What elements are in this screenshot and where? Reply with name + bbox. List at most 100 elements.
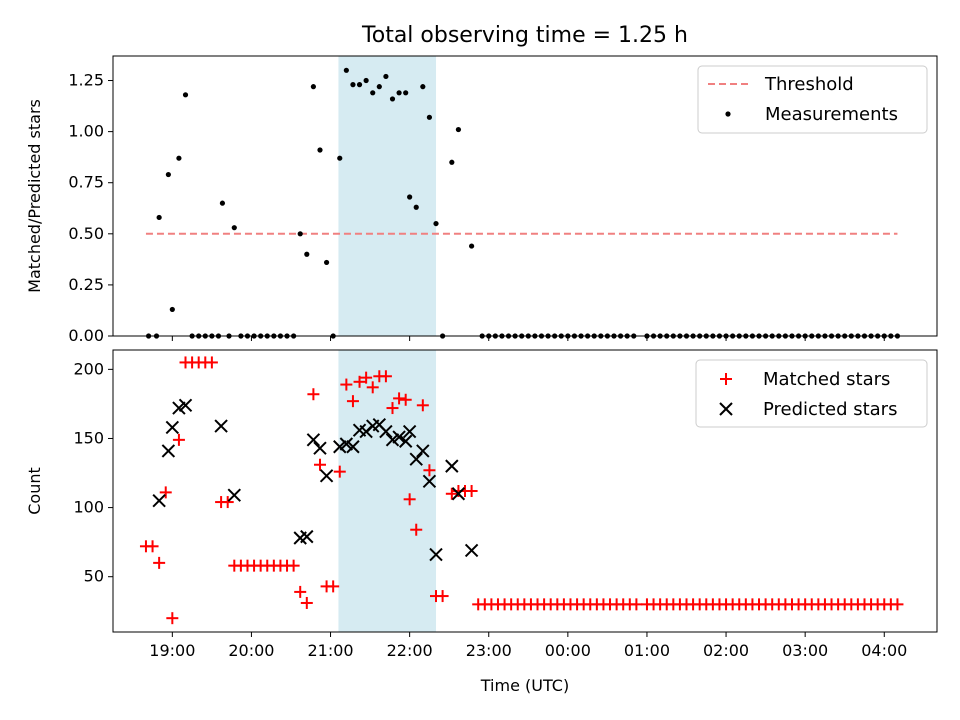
matched-point xyxy=(436,590,449,603)
legend-predicted-label: Predicted stars xyxy=(763,399,897,420)
predicted-point xyxy=(398,434,413,448)
y-tick-label: 0.25 xyxy=(68,275,104,294)
measurement-point xyxy=(426,114,433,120)
count-y-ticks: 50 100 150 200 xyxy=(73,359,113,586)
matched-point xyxy=(327,580,340,593)
measurement-point xyxy=(449,159,455,165)
x-tick-label: 20:00 xyxy=(228,641,274,660)
x-tick-label: 22:00 xyxy=(387,641,433,660)
measurement-point xyxy=(182,92,189,98)
measurement-point xyxy=(310,84,316,90)
measurement-point xyxy=(337,155,343,161)
predicted-point xyxy=(165,420,180,435)
count-series xyxy=(139,356,904,625)
legend-threshold-label: Threshold xyxy=(764,74,854,95)
x-tick-label: 23:00 xyxy=(466,641,512,660)
matched-point xyxy=(146,540,159,553)
measurement-point xyxy=(407,194,413,200)
measurement-point xyxy=(389,96,396,102)
x-tick-label: 04:00 xyxy=(861,641,907,660)
ratio-legend-box xyxy=(697,65,928,134)
matched-point xyxy=(300,596,313,609)
y-tick-label: 150 xyxy=(73,428,104,447)
matched-point xyxy=(386,402,399,415)
matched-point xyxy=(333,465,346,478)
measurement-point xyxy=(413,204,419,210)
x-axis-label: Time (UTC) xyxy=(480,676,569,695)
x-tick-label: 02:00 xyxy=(703,641,749,660)
measurement-point xyxy=(165,171,171,178)
measurement-point xyxy=(376,84,382,90)
matched-point xyxy=(465,485,478,497)
measurement-point xyxy=(317,147,323,153)
matched-point xyxy=(172,433,185,446)
matched-point xyxy=(205,356,218,369)
matched-point xyxy=(423,464,436,477)
matched-point xyxy=(313,458,326,471)
observing-window-span xyxy=(338,56,437,336)
matched-point xyxy=(630,598,643,611)
y-tick-label: 0.00 xyxy=(68,326,104,345)
chart-title: Total observing time = 1.25 h xyxy=(361,23,688,48)
y-tick-label: 200 xyxy=(73,359,104,378)
measurement-point xyxy=(396,90,402,96)
matched-point xyxy=(221,496,234,509)
predicted-point xyxy=(464,543,479,558)
measurement-point xyxy=(169,306,175,313)
predicted-point xyxy=(319,469,334,483)
matched-point xyxy=(294,585,307,598)
count-panel-frame xyxy=(112,349,938,633)
y-tick-label: 1.00 xyxy=(68,122,104,141)
series-predicted-stars xyxy=(152,398,479,562)
predicted-point xyxy=(227,488,241,502)
x-tick-label: 03:00 xyxy=(782,641,828,660)
matched-point xyxy=(399,393,412,406)
x-tick-label: 00:00 xyxy=(545,641,591,660)
observing-window-span xyxy=(338,350,437,632)
predicted-point xyxy=(409,452,423,466)
matched-point xyxy=(287,559,300,572)
predicted-point xyxy=(422,474,437,489)
legend-matched-label: Matched stars xyxy=(763,369,890,390)
matched-point xyxy=(416,399,429,412)
predicted-point xyxy=(161,444,176,458)
measurement-point xyxy=(297,231,303,237)
measurement-point xyxy=(219,200,226,206)
predicted-point xyxy=(416,444,430,458)
predicted-point xyxy=(152,493,166,508)
predicted-point xyxy=(306,433,321,447)
predicted-point xyxy=(402,424,417,439)
count-y-axis-label: Count xyxy=(25,467,44,515)
measurement-point xyxy=(455,126,462,133)
ratio-y-axis-label: Matched/Predicted stars xyxy=(25,99,44,293)
count-x-ticks: 19:00 20:00 21:00 22:00 23:00 00:00 01:00 02:00… xyxy=(149,632,907,660)
count-legend: Matched stars Predicted stars xyxy=(695,359,928,428)
matched-point xyxy=(166,612,179,625)
predicted-point xyxy=(178,398,193,413)
predicted-point xyxy=(346,440,360,454)
measurement-point xyxy=(370,90,376,96)
y-tick-label: 50 xyxy=(84,567,104,586)
measurement-point xyxy=(420,84,426,90)
predicted-point xyxy=(451,487,466,501)
measurement-point xyxy=(433,220,439,227)
predicted-point xyxy=(379,424,393,439)
x-tick-label: 21:00 xyxy=(307,641,353,660)
x-tick-label: 01:00 xyxy=(624,641,670,660)
series-matched-stars xyxy=(139,356,904,625)
matched-point xyxy=(153,556,166,569)
ratio-panel: 0.00 0.25 0.50 0.75 1.00 1.25 Matched/Predict… xyxy=(25,55,938,345)
predicted-point xyxy=(313,441,327,455)
y-tick-label: 1.25 xyxy=(68,71,104,90)
matched-point xyxy=(410,523,423,536)
y-tick-label: 100 xyxy=(73,498,104,517)
legend-measurements-label: Measurements xyxy=(765,104,898,125)
measurement-point xyxy=(304,251,310,257)
matched-point xyxy=(360,371,373,384)
predicted-point xyxy=(445,459,459,473)
measurement-point xyxy=(343,67,349,73)
measurement-point xyxy=(383,73,389,80)
matched-point xyxy=(307,388,320,401)
matched-point xyxy=(445,487,458,500)
